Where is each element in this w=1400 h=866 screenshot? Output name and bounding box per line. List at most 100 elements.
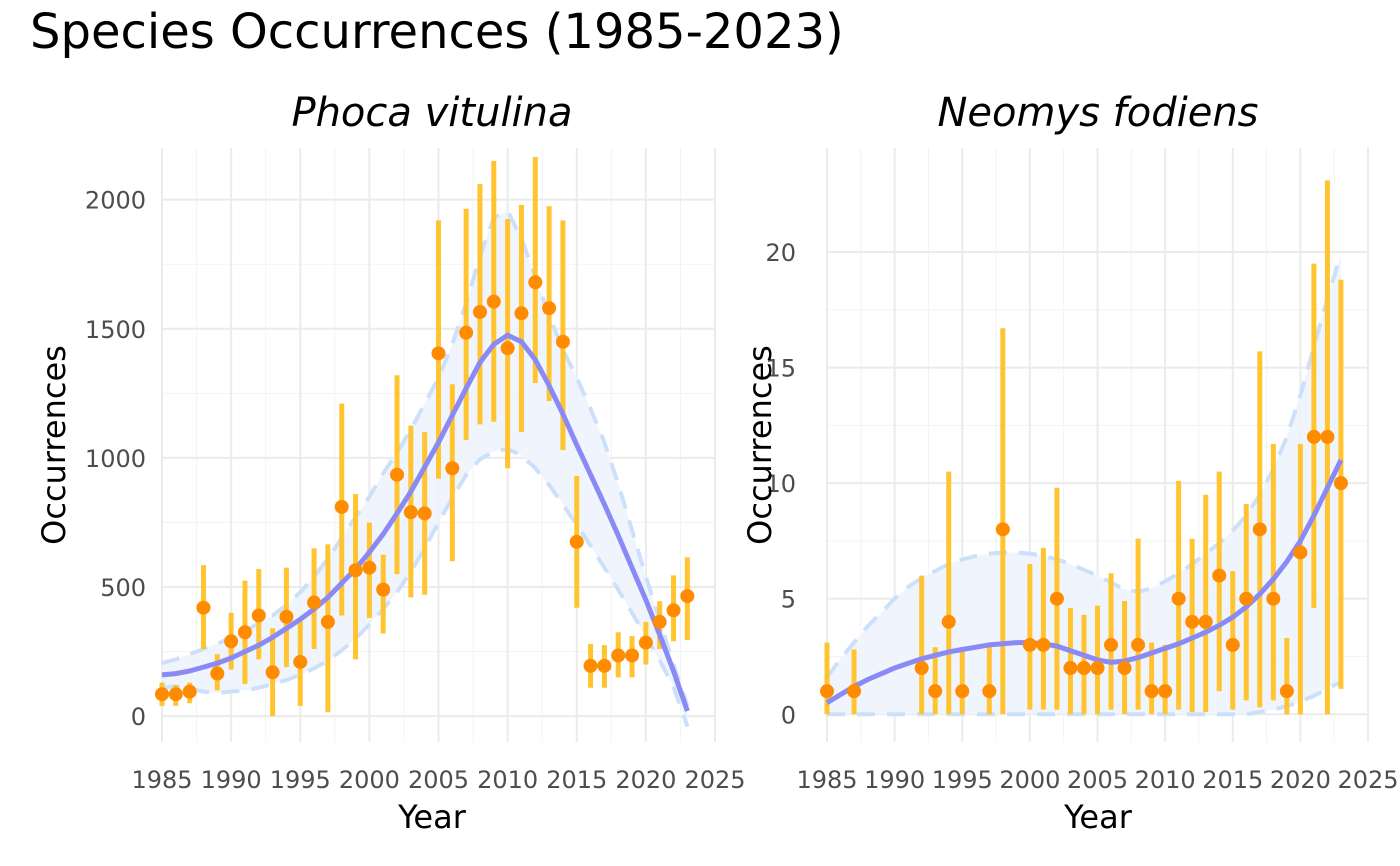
data-point[interactable] [955, 684, 970, 699]
data-point[interactable] [1036, 637, 1051, 652]
data-point[interactable] [376, 582, 391, 597]
data-point[interactable] [459, 325, 474, 340]
data-point[interactable] [542, 301, 557, 316]
data-point[interactable] [1117, 661, 1132, 676]
data-point[interactable] [583, 658, 598, 673]
data-point[interactable] [1212, 568, 1227, 583]
data-point[interactable] [155, 687, 169, 702]
y-tick-label: 2000 [85, 187, 146, 215]
data-point[interactable] [182, 684, 197, 699]
data-point[interactable] [390, 467, 405, 482]
data-point[interactable] [362, 560, 377, 575]
data-point[interactable] [196, 600, 211, 615]
data-point[interactable] [569, 534, 584, 549]
data-point[interactable] [445, 461, 460, 476]
data-point[interactable] [1090, 661, 1105, 676]
data-point[interactable] [1333, 476, 1348, 491]
data-point[interactable] [1185, 614, 1200, 629]
trend-line [825, 458, 1344, 705]
data-point[interactable] [528, 275, 543, 290]
data-point[interactable] [914, 661, 929, 676]
data-point[interactable] [251, 608, 266, 623]
data-point[interactable] [1320, 429, 1335, 444]
data-point[interactable] [1279, 684, 1294, 699]
data-point[interactable] [293, 654, 308, 669]
data-point[interactable] [168, 687, 183, 702]
x-tick-label: 2020 [615, 766, 676, 794]
data-point[interactable] [638, 635, 653, 650]
data-point[interactable] [1198, 614, 1213, 629]
data-point[interactable] [928, 684, 943, 699]
data-point[interactable] [348, 563, 363, 578]
y-tick-label: 20 [765, 239, 796, 267]
data-point[interactable] [652, 614, 667, 629]
data-point[interactable] [237, 625, 252, 640]
data-point[interactable] [210, 666, 225, 681]
x-tick-label: 2010 [477, 766, 538, 794]
data-point[interactable] [265, 665, 280, 680]
x-tick-label: 2015 [1202, 766, 1263, 794]
data-point[interactable] [1049, 591, 1064, 606]
data-point[interactable] [486, 294, 501, 309]
data-point[interactable] [1252, 522, 1267, 537]
data-point[interactable] [982, 684, 997, 699]
data-point[interactable] [1306, 429, 1321, 444]
data-point[interactable] [680, 589, 695, 604]
data-point[interactable] [1104, 637, 1119, 652]
x-tick-label: 2010 [1135, 766, 1196, 794]
confidence-lower-bound [161, 446, 690, 728]
data-point[interactable] [224, 634, 239, 649]
y-tick-label: 15 [765, 355, 796, 383]
confidence-lower-bound [827, 680, 1342, 717]
confidence-band [827, 254, 1341, 715]
data-point[interactable] [995, 522, 1010, 537]
data-point[interactable] [514, 306, 529, 321]
data-point[interactable] [1131, 637, 1146, 652]
x-tick-label: 2020 [1270, 766, 1331, 794]
data-point[interactable] [1076, 661, 1091, 676]
chart-main-title: Species Occurrences (1985-2023) [30, 4, 844, 60]
data-point[interactable] [431, 346, 446, 361]
x-tick-label: 2005 [1067, 766, 1128, 794]
data-point[interactable] [1022, 637, 1037, 652]
data-point[interactable] [279, 609, 294, 624]
x-tick-label: 2025 [684, 766, 745, 794]
x-axis-title: Year [1063, 798, 1133, 836]
data-point[interactable] [320, 614, 335, 629]
data-point[interactable] [1144, 684, 1159, 699]
y-axis-title: Occurrences [741, 345, 779, 545]
y-tick-label: 0 [131, 703, 146, 731]
data-point[interactable] [611, 648, 626, 663]
data-point[interactable] [597, 658, 612, 673]
data-point[interactable] [472, 304, 487, 319]
data-point[interactable] [1239, 591, 1254, 606]
data-point[interactable] [847, 684, 862, 699]
data-point[interactable] [555, 334, 570, 349]
data-point[interactable] [1293, 545, 1308, 560]
confidence-upper-bound [825, 253, 1343, 679]
data-point[interactable] [1063, 661, 1078, 676]
x-tick-label: 1990 [864, 766, 925, 794]
y-tick-label: 10 [765, 470, 796, 498]
data-point[interactable] [334, 499, 349, 514]
data-point[interactable] [1171, 591, 1186, 606]
data-point[interactable] [417, 506, 432, 521]
panel-phoca-vitulina: 1985 1990 1995 2000 2005 2010 2015 2020 2025 0 500… [35, 90, 746, 836]
x-tick-label: 1995 [270, 766, 331, 794]
y-tick-label: 5 [781, 586, 796, 614]
y-tick-label: 1500 [85, 316, 146, 344]
x-tick-label: 1985 [131, 766, 192, 794]
data-point[interactable] [666, 603, 681, 618]
x-tick-label: 1985 [796, 766, 857, 794]
data-point[interactable] [307, 595, 322, 610]
data-point[interactable] [1266, 591, 1281, 606]
data-point[interactable] [820, 684, 834, 699]
data-point[interactable] [500, 341, 515, 356]
x-tick-label: 1990 [201, 766, 262, 794]
data-point[interactable] [625, 648, 640, 663]
data-point[interactable] [1225, 637, 1240, 652]
data-point[interactable] [941, 614, 956, 629]
data-point[interactable] [403, 505, 418, 520]
data-point[interactable] [1158, 684, 1173, 699]
